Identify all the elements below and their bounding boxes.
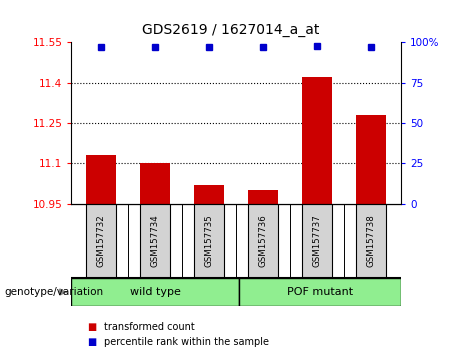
Bar: [302, 78, 332, 204]
Text: GSM157732: GSM157732: [97, 214, 106, 267]
Bar: [71, 278, 239, 306]
Bar: [86, 155, 116, 204]
Bar: [86, 204, 116, 278]
Text: ■: ■: [88, 322, 97, 332]
Bar: [195, 204, 224, 278]
Bar: [356, 204, 386, 278]
Bar: [356, 115, 386, 204]
Text: GDS2619 / 1627014_a_at: GDS2619 / 1627014_a_at: [142, 23, 319, 37]
Text: GSM157734: GSM157734: [151, 214, 160, 267]
Text: ■: ■: [88, 337, 97, 347]
Text: percentile rank within the sample: percentile rank within the sample: [104, 337, 269, 347]
Text: GSM157735: GSM157735: [205, 214, 214, 267]
Text: GSM157736: GSM157736: [259, 214, 268, 267]
Text: GSM157738: GSM157738: [367, 214, 376, 267]
Text: transformed count: transformed count: [104, 322, 195, 332]
Text: wild type: wild type: [130, 287, 181, 297]
Bar: [302, 204, 332, 278]
Text: POF mutant: POF mutant: [287, 287, 353, 297]
Text: genotype/variation: genotype/variation: [5, 287, 104, 297]
Bar: [248, 204, 278, 278]
Bar: [248, 190, 278, 204]
Bar: [140, 163, 170, 204]
Bar: [140, 204, 170, 278]
Bar: [239, 278, 401, 306]
Text: GSM157737: GSM157737: [313, 214, 322, 267]
Bar: [195, 185, 224, 204]
